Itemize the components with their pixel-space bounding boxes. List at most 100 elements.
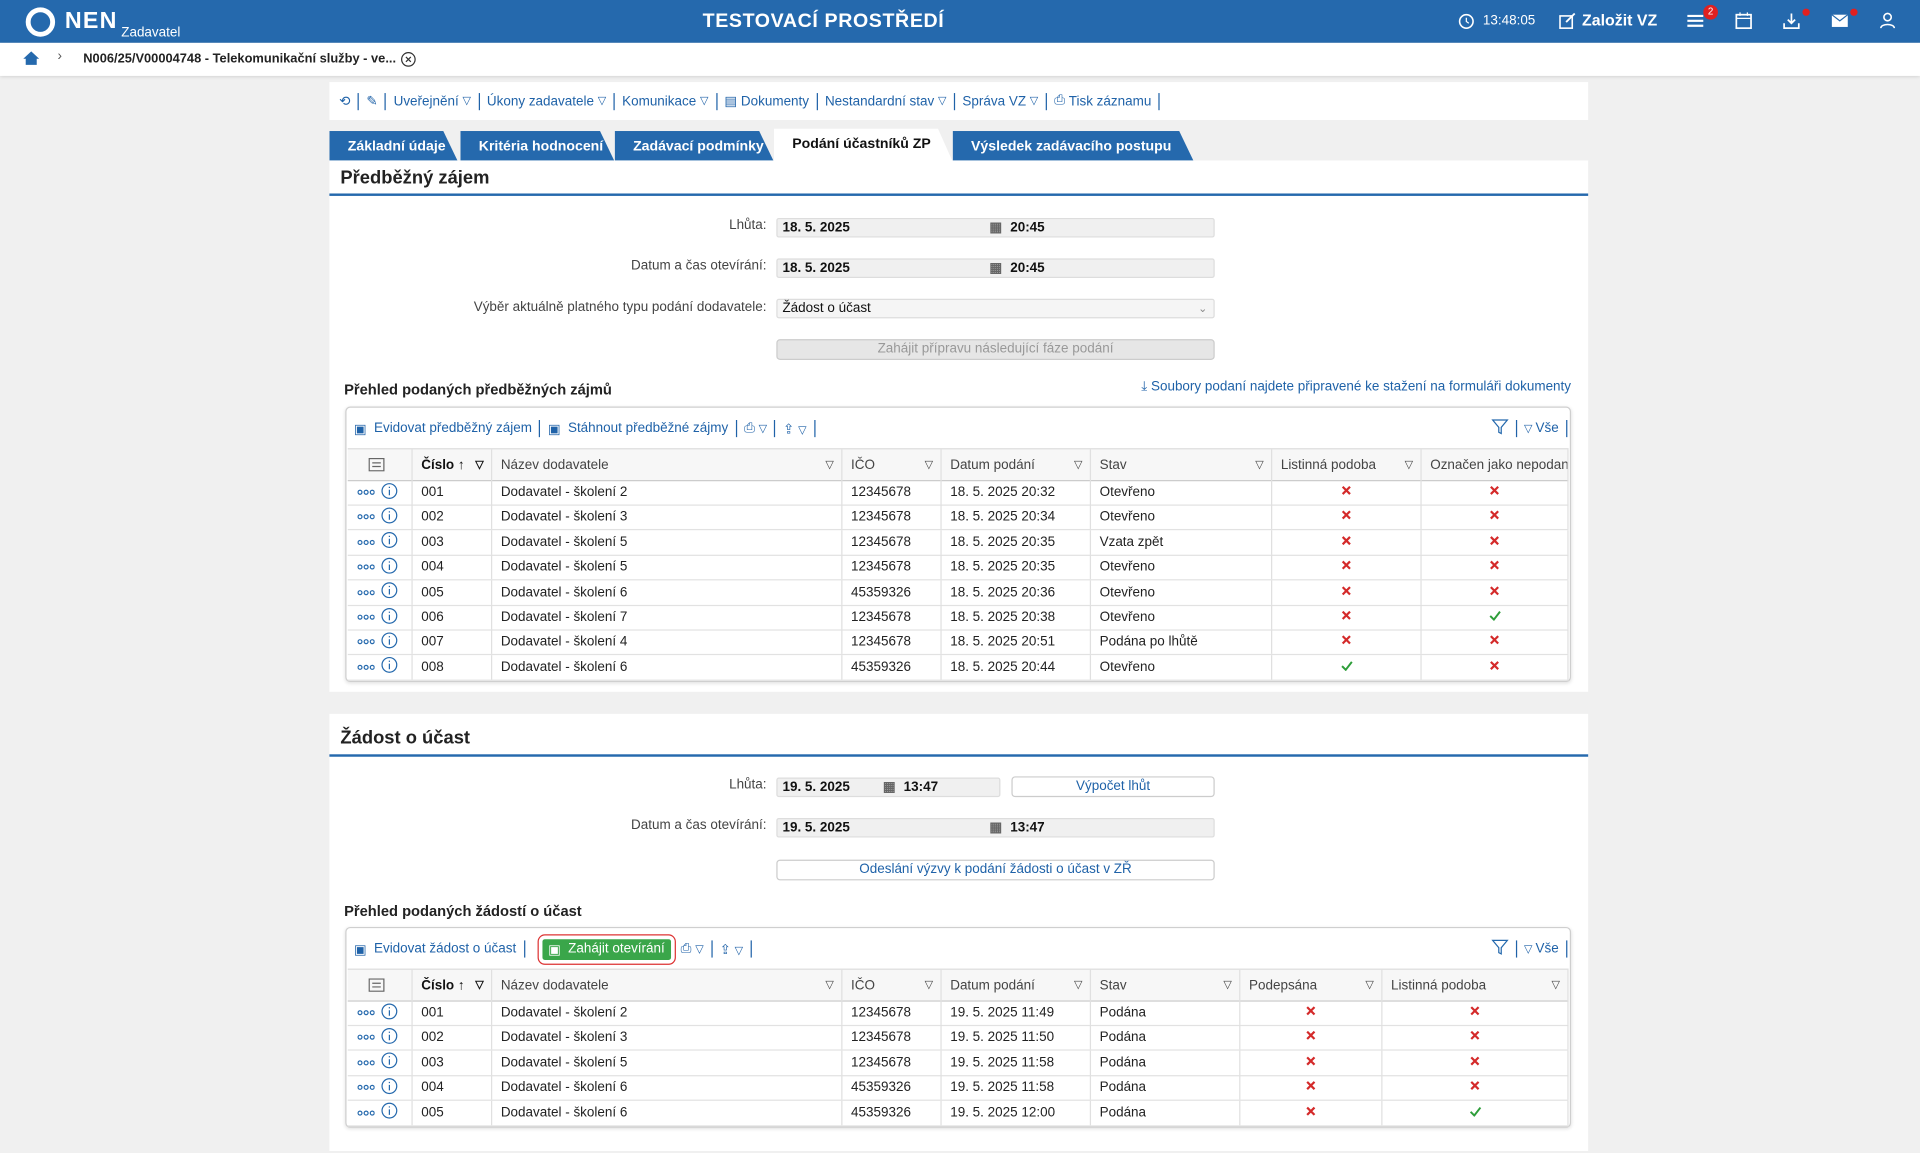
row-menu[interactable] [357, 535, 375, 550]
row-info[interactable] [381, 557, 398, 578]
menu-item[interactable]: Tisk záznamu [1068, 93, 1152, 109]
tab-active[interactable]: Podání účastníků ZP [774, 129, 953, 162]
row-info[interactable] [381, 1077, 398, 1098]
tab[interactable]: Výsledek zadávacího postupu [953, 131, 1194, 162]
date-input[interactable]: 19. 5. 2025 ▦ 13:47 [776, 777, 1001, 798]
column-menu[interactable]: ▽ [475, 978, 484, 991]
row-menu[interactable] [357, 510, 375, 525]
filter-value[interactable]: Vše [1535, 421, 1559, 436]
row-menu[interactable] [357, 1105, 375, 1120]
column-menu[interactable]: ▽ [924, 457, 934, 471]
user-icon[interactable] [1880, 12, 1896, 29]
menu-item[interactable]: Uveřejnění [393, 93, 459, 109]
print-icon[interactable]: ⎙ ▽ [744, 420, 768, 436]
column-header[interactable]: Datum podání ▽ [942, 969, 1092, 1001]
grid-action[interactable]: ▣ Stáhnout předběžné zájmy [548, 421, 728, 436]
column-menu[interactable]: ▽ [924, 978, 934, 991]
column-menu[interactable]: ▽ [1365, 978, 1374, 991]
mail-icon[interactable] [1831, 13, 1849, 28]
row-info[interactable] [381, 1002, 398, 1023]
row-info[interactable] [381, 607, 398, 628]
column-header[interactable]: Stav ▽ [1091, 969, 1241, 1001]
row-menu[interactable] [357, 1005, 375, 1020]
column-menu[interactable]: ▽ [1073, 457, 1083, 471]
menu-item[interactable]: Dokumenty [740, 93, 810, 109]
column-header[interactable]: Podepsána ▽ [1240, 969, 1383, 1001]
column-menu[interactable]: ▽ [475, 457, 484, 471]
date-input[interactable]: 18. 5. 2025 ▦ 20:45 [776, 258, 1215, 278]
row-info[interactable] [381, 632, 398, 653]
column-menu[interactable]: ▽ [825, 978, 834, 991]
column-header[interactable]: Číslo ↑ ▽ [413, 449, 493, 481]
row-info[interactable] [381, 1102, 398, 1123]
row-info[interactable] [381, 1052, 398, 1073]
menu-item[interactable]: Nestandardní stav [824, 93, 935, 109]
row-menu[interactable] [357, 585, 375, 600]
calendar-icon[interactable] [1735, 12, 1752, 30]
column-header[interactable]: Datum podání ▽ [942, 449, 1092, 481]
tab[interactable]: Zadávací podmínky [615, 131, 774, 162]
row-menu[interactable] [357, 485, 375, 500]
column-header[interactable]: Stav ▽ [1091, 449, 1273, 481]
filter-icon[interactable] [1490, 939, 1509, 959]
column-menu[interactable]: ▽ [1551, 978, 1561, 991]
row-info[interactable] [381, 507, 398, 528]
button[interactable]: Odeslání výzvy k podání žádosti o účast … [776, 859, 1215, 881]
menu-icon[interactable] [1686, 12, 1706, 29]
link-text[interactable]: Soubory podaní najdete připravené ke sta… [1150, 379, 1572, 395]
row-info[interactable] [381, 657, 398, 678]
menu-item[interactable]: Komunikace [622, 93, 697, 109]
column-menu[interactable]: ▽ [825, 457, 834, 471]
column-header[interactable]: Listinná podoba ▽ [1382, 969, 1569, 1001]
home-icon[interactable] [22, 50, 40, 66]
row-info[interactable] [381, 532, 398, 553]
grid-action[interactable]: ▣ Evidovat žádost o účast [354, 941, 516, 957]
refresh-icon[interactable]: ⟲ [339, 94, 351, 109]
grid-action[interactable]: ▣ Zahájit otevírání [537, 933, 676, 965]
download-icon[interactable] [1783, 12, 1800, 30]
column-header[interactable]: Číslo ↑ ▽ [413, 969, 493, 1001]
menu-item[interactable]: Správa VZ [962, 93, 1027, 109]
column-header[interactable]: Listinná podoba ▽ [1272, 449, 1422, 481]
row-menu[interactable] [357, 1030, 375, 1045]
date-input[interactable]: 19. 5. 2025 ▦ 13:47 [776, 817, 1215, 838]
menu-item[interactable]: Úkony zadavatele [486, 93, 594, 109]
grid-action[interactable]: ▣ Evidovat předběžný zájem [354, 421, 532, 436]
row-menu[interactable] [357, 635, 375, 650]
column-settings[interactable] [348, 449, 413, 481]
column-header[interactable]: Název dodavatele ▽ [492, 449, 843, 481]
row-info[interactable] [381, 482, 398, 503]
edit-icon[interactable]: ✎ [366, 94, 378, 109]
column-menu[interactable]: ▽ [1404, 457, 1414, 471]
row-info[interactable] [381, 582, 398, 603]
row-actions [348, 1100, 413, 1125]
row-menu[interactable] [357, 560, 375, 575]
column-header[interactable]: IČO ▽ [842, 449, 942, 481]
breadcrumb[interactable]: N006/25/V00004748 - Telekomunikační služ… [83, 51, 397, 67]
tab[interactable]: Základní údaje [329, 131, 458, 162]
column-settings[interactable] [348, 969, 413, 1001]
close-icon[interactable] [400, 51, 416, 67]
row-menu[interactable] [357, 1055, 375, 1070]
column-menu[interactable]: ▽ [1223, 978, 1232, 991]
column-header[interactable]: IČO ▽ [842, 969, 942, 1001]
filter-icon[interactable] [1490, 419, 1509, 439]
download-link[interactable]: ⤓ Soubory podaní najdete připravené ke s… [1141, 380, 1571, 396]
column-menu[interactable]: ▽ [1073, 978, 1083, 991]
export-icon[interactable]: ⇪ ▽ [719, 942, 744, 957]
export-icon[interactable]: ⇪ ▽ [783, 421, 807, 437]
filter-value[interactable]: Vše [1535, 941, 1559, 957]
row-menu[interactable] [357, 660, 375, 675]
button[interactable]: Výpočet lhůt [1011, 776, 1215, 798]
row-menu[interactable] [357, 1080, 375, 1095]
column-menu[interactable]: ▽ [1255, 457, 1264, 471]
row-info[interactable] [381, 1027, 398, 1048]
date-input[interactable]: 18. 5. 2025 ▦ 20:45 [776, 217, 1215, 238]
tab[interactable]: Kritéria hodnocení [460, 131, 614, 162]
create-button[interactable]: Založit VZ [1582, 11, 1658, 30]
row-menu[interactable] [357, 610, 375, 625]
column-header[interactable]: Název dodavatele ▽ [492, 969, 843, 1001]
print-icon[interactable]: ⎙ ▽ [680, 941, 704, 956]
column-header[interactable]: Označen jako nepodaný▽ [1422, 449, 1569, 481]
select[interactable]: Žádost o účast ⌄ [776, 298, 1215, 319]
